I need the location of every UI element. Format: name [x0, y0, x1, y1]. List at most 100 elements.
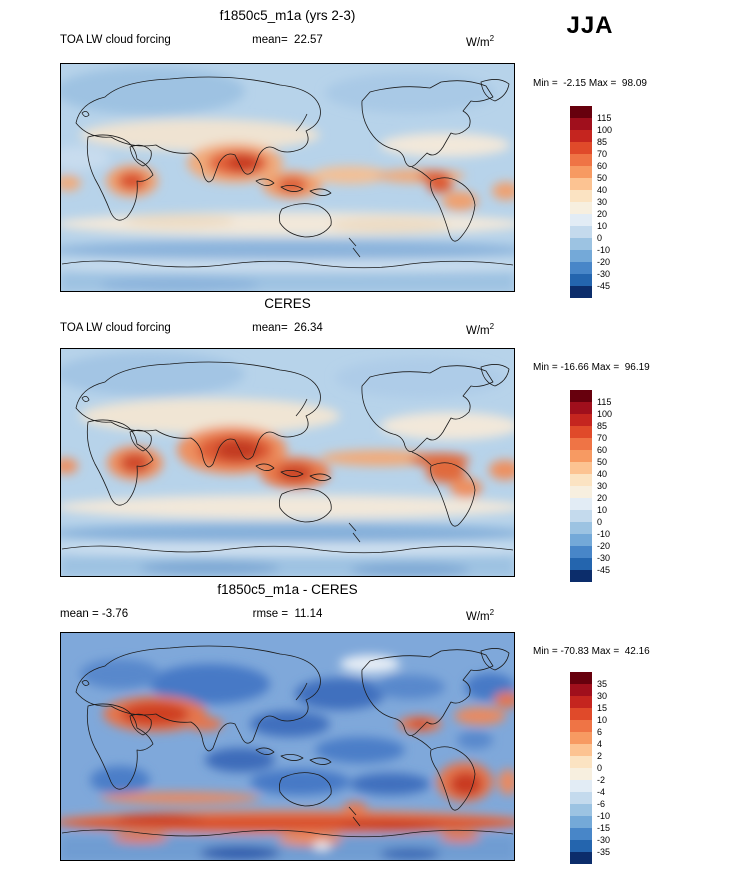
colorbar-box: [570, 816, 592, 828]
panel1-units-exponent: 2: [489, 34, 495, 43]
panel2-mean-label: mean= 26.34: [252, 322, 323, 334]
colorbar-tick-label: 70: [597, 433, 608, 443]
colorbar-box: [570, 780, 592, 792]
colorbar-tick-label: 30: [597, 691, 608, 701]
colorbar-tick-label: 0: [597, 233, 603, 243]
map-model: [60, 63, 515, 292]
colorbar-tick-label: -20: [597, 541, 611, 551]
colorbar-box: [570, 804, 592, 816]
colorbar-tick-label: 100: [597, 125, 613, 135]
colorbar-tick-label: 10: [597, 221, 608, 231]
colorbar-box: [570, 522, 592, 534]
colorbar-box: [570, 852, 592, 864]
colorbar-box: [570, 792, 592, 804]
colorbar-tick-label: -20: [597, 257, 611, 267]
colorbar-box: [570, 286, 592, 298]
colorbar-box: [570, 166, 592, 178]
colorbar-tick-label: 85: [597, 421, 608, 431]
panel3-rmse-label: rmse = 11.14: [252, 608, 323, 620]
colorbar-tick-label: -30: [597, 269, 611, 279]
colorbar-box: [570, 426, 592, 438]
colorbar-box: [570, 130, 592, 142]
colorbar-tick-label: 50: [597, 173, 608, 183]
colorbar-tick-label: -10: [597, 811, 611, 821]
panel3-units-base: W/m: [466, 610, 490, 623]
colorbar-box: [570, 190, 592, 202]
colorbar-tick-label: 100: [597, 409, 613, 419]
colorbar-box: [570, 250, 592, 262]
panel1-variable-label: TOA LW cloud forcing: [60, 34, 171, 46]
colorbar-box: [570, 262, 592, 274]
colorbar-tick-label: 20: [597, 493, 608, 503]
colorbar-tick-label: 60: [597, 445, 608, 455]
colorbar-tick-label: 115: [597, 397, 612, 407]
colorbar-tick-label: 10: [597, 715, 608, 725]
colorbar-box: [570, 106, 592, 118]
panel1-minmax-label: Min = -2.15 Max = 98.09: [533, 78, 647, 89]
colorbar-tick-label: 50: [597, 457, 608, 467]
colorbar-tick-label: 30: [597, 481, 608, 491]
colorbar-tick-label: 20: [597, 209, 608, 219]
colorbar-tick-label: -45: [597, 281, 611, 291]
colorbar-box: [570, 414, 592, 426]
colorbar-tick-label: 40: [597, 185, 608, 195]
season-label: JJA: [566, 12, 614, 39]
colorbar-tick-label: 10: [597, 505, 608, 515]
colorbar-tick-label: 30: [597, 197, 608, 207]
colorbar-box: [570, 154, 592, 166]
colorbar-box: [570, 214, 592, 226]
colorbar-tick-label: -15: [597, 823, 611, 833]
colorbar-tick-label: 60: [597, 161, 608, 171]
colorbar-tick-label: -10: [597, 529, 611, 539]
colorbar-box: [570, 142, 592, 154]
colorbar-box: [570, 202, 592, 214]
colorbar-tick-label: 0: [597, 763, 603, 773]
colorbar-box: [570, 696, 592, 708]
colorbar-box: [570, 744, 592, 756]
panel2-units-exponent: 2: [489, 322, 495, 331]
colorbar-box: [570, 840, 592, 852]
colorbar-tick-label: -45: [597, 565, 611, 575]
panel1-units-label: W/m2: [466, 34, 494, 49]
colorbar-box: [570, 462, 592, 474]
panel2-colorbar: 115 100 85 70 60 50 40 30 20 10 0 -10 -20 -30 -45: [570, 390, 632, 582]
colorbar-box: [570, 708, 592, 720]
colorbar-box: [570, 570, 592, 582]
colorbar-box: [570, 238, 592, 250]
colorbar-box: [570, 732, 592, 744]
panel2-title: CERES: [264, 296, 311, 311]
map-difference: [60, 632, 515, 861]
panel1-title: f1850c5_m1a (yrs 2-3): [219, 8, 356, 23]
colorbar-tick-label: -30: [597, 835, 611, 845]
colorbar-tick-label: 15: [597, 703, 608, 713]
colorbar-tick-label: -35: [597, 847, 611, 857]
colorbar-tick-label: -30: [597, 553, 611, 563]
colorbar-tick-label: -4: [597, 787, 606, 797]
colorbar-box: [570, 450, 592, 462]
colorbar-tick-label: 2: [597, 751, 603, 761]
panel3-units-exponent: 2: [489, 608, 495, 617]
panel3-colorbar: 35 30 15 10 6 4 2 0 -2 -4 -6 -10 -15 -30 -35: [570, 672, 632, 864]
panel2-units-base: W/m: [466, 324, 490, 337]
map-ceres: [60, 348, 515, 577]
colorbar-box: [570, 510, 592, 522]
panel3-units-label: W/m2: [466, 608, 494, 623]
colorbar-box: [570, 274, 592, 286]
colorbar-tick-label: -2: [597, 775, 606, 785]
colorbar-box: [570, 402, 592, 414]
panel3-minmax-label: Min = -70.83 Max = 42.16: [533, 646, 650, 657]
panel2-variable-label: TOA LW cloud forcing: [60, 322, 171, 334]
colorbar-box: [570, 498, 592, 510]
colorbar-tick-label: 70: [597, 149, 608, 159]
colorbar-tick-label: 0: [597, 517, 603, 527]
colorbar-box: [570, 720, 592, 732]
panel3-title: f1850c5_m1a - CERES: [217, 582, 358, 597]
panel3-mean-label: mean = -3.76: [60, 608, 129, 620]
colorbar-tick-label: 115: [597, 113, 612, 123]
colorbar-box: [570, 486, 592, 498]
colorbar-tick-label: -10: [597, 245, 611, 255]
colorbar-box: [570, 756, 592, 768]
panel1-mean-label: mean= 22.57: [252, 34, 323, 46]
colorbar-tick-label: -6: [597, 799, 606, 809]
